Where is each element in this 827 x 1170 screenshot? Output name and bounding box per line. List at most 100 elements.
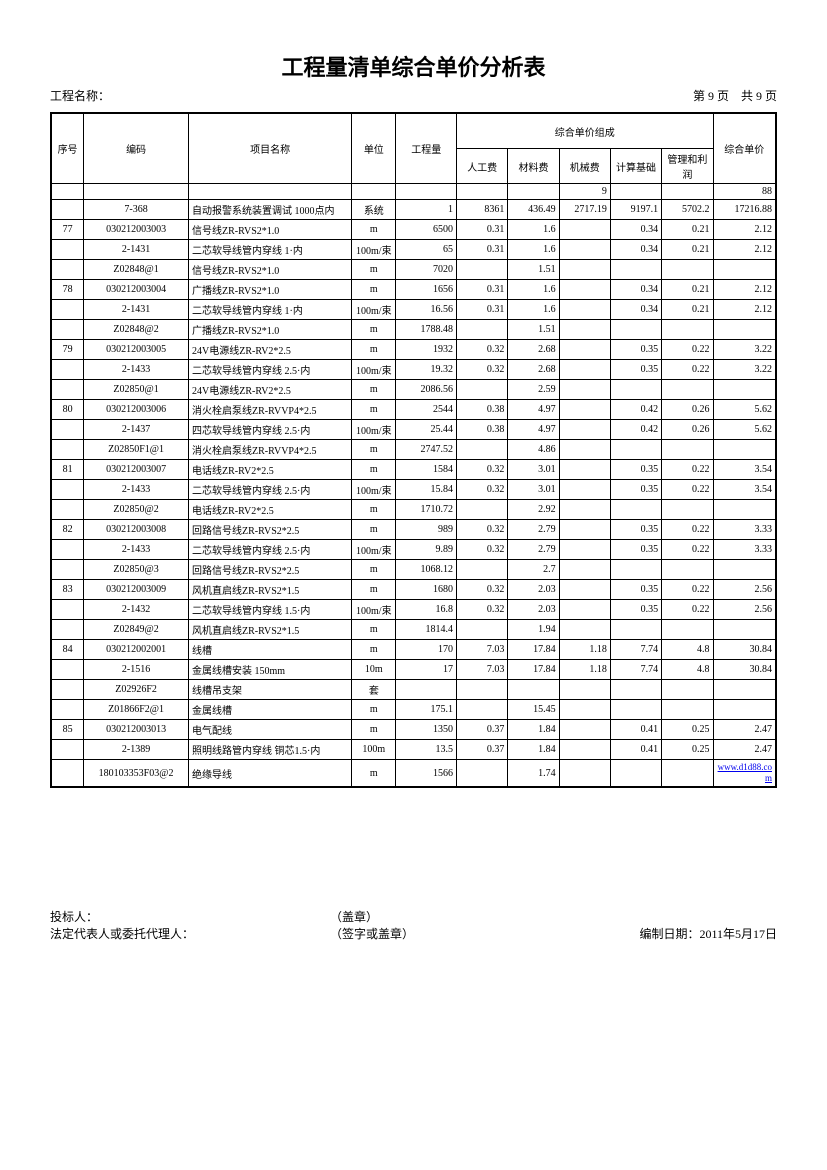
cell: 0.42 (610, 420, 661, 440)
cell: 线槽 (189, 640, 352, 660)
cell: 3.01 (508, 480, 559, 500)
cell: 2.12 (713, 300, 776, 320)
cell: 0.34 (610, 240, 661, 260)
cell (610, 760, 661, 788)
watermark-link[interactable]: www.d1d88.com (718, 762, 772, 783)
cell: 3.22 (713, 360, 776, 380)
cell: 广播线ZR-RVS2*1.0 (189, 280, 352, 300)
cell: 77 (51, 220, 84, 240)
cell: 0.22 (662, 580, 713, 600)
cell: 0.25 (662, 740, 713, 760)
cell (559, 540, 610, 560)
cell: 1350 (396, 720, 457, 740)
cell: 二芯软导线管内穿线 1·内 (189, 240, 352, 260)
cell (713, 560, 776, 580)
cell (559, 760, 610, 788)
cell (51, 360, 84, 380)
th-mgmt: 管理和利润 (662, 149, 713, 184)
cell: 风机直启线ZR-RVS2*1.5 (189, 580, 352, 600)
cell (559, 560, 610, 580)
cell: 17216.88 (713, 200, 776, 220)
cell: 1788.48 (396, 320, 457, 340)
cell (610, 260, 661, 280)
cell: 0.41 (610, 740, 661, 760)
cell: m (352, 760, 396, 788)
cell: 9.89 (396, 540, 457, 560)
cell: 0.37 (457, 720, 508, 740)
cell: 消火栓启泵线ZR-RVVP4*2.5 (189, 400, 352, 420)
cell: 17.84 (508, 660, 559, 680)
cell (713, 440, 776, 460)
main-table: 序号 编码 项目名称 单位 工程量 综合单价组成 综合单价 人工费 材料费 机械… (50, 112, 777, 788)
cell: 4.97 (508, 420, 559, 440)
th-labor: 人工费 (457, 149, 508, 184)
cell: 1.6 (508, 280, 559, 300)
cell: 16.8 (396, 600, 457, 620)
cell: 照明线路管内穿线 铜芯1.5·内 (189, 740, 352, 760)
cell: 0.26 (662, 400, 713, 420)
cell (457, 680, 508, 700)
cell (396, 680, 457, 700)
cell (662, 680, 713, 700)
cell (51, 184, 84, 200)
cell (457, 184, 508, 200)
cell (610, 440, 661, 460)
cell: 0.31 (457, 240, 508, 260)
table-row: Z01866F2@1金属线槽m175.115.45 (51, 700, 776, 720)
table-row: 2-1389照明线路管内穿线 铜芯1.5·内100m13.50.371.840.… (51, 740, 776, 760)
cell: 7-368 (84, 200, 189, 220)
table-row: 988 (51, 184, 776, 200)
cell: 2-1433 (84, 480, 189, 500)
cell: m (352, 520, 396, 540)
cell: 3.01 (508, 460, 559, 480)
cell: 3.22 (713, 340, 776, 360)
footer-date: 编制日期：2011年5月17日 (530, 925, 777, 942)
table-row: Z02850@3回路信号线ZR-RVS2*2.5m1068.122.7 (51, 560, 776, 580)
cell: 二芯软导线管内穿线 2.5·内 (189, 480, 352, 500)
cell: 100m/束 (352, 300, 396, 320)
cell (662, 700, 713, 720)
cell: 1566 (396, 760, 457, 788)
cell (51, 600, 84, 620)
cell (559, 220, 610, 240)
cell: m (352, 220, 396, 240)
cell: 1.94 (508, 620, 559, 640)
cell: 100m/束 (352, 360, 396, 380)
cell: 4.8 (662, 640, 713, 660)
cell: 030212003008 (84, 520, 189, 540)
cell: 5.62 (713, 400, 776, 420)
cell: 0.31 (457, 220, 508, 240)
cell (51, 540, 84, 560)
cell: m (352, 400, 396, 420)
table-row: 82030212003008回路信号线ZR-RVS2*2.5m9890.322.… (51, 520, 776, 540)
cell: 030212003007 (84, 460, 189, 480)
cell: 2.79 (508, 520, 559, 540)
cell (457, 380, 508, 400)
cell: 0.22 (662, 460, 713, 480)
table-row: Z02850F1@1消火栓启泵线ZR-RVVP4*2.5m2747.524.86 (51, 440, 776, 460)
cell: 5.62 (713, 420, 776, 440)
cell (713, 260, 776, 280)
cell: 2.12 (713, 220, 776, 240)
cell: 7.74 (610, 640, 661, 660)
cell: 0.41 (610, 720, 661, 740)
cell: 0.32 (457, 600, 508, 620)
cell: 13.5 (396, 740, 457, 760)
cell (457, 760, 508, 788)
cell: 9 (559, 184, 610, 200)
cell: 7020 (396, 260, 457, 280)
cell (559, 400, 610, 420)
cell: 2.47 (713, 720, 776, 740)
cell: 100m/束 (352, 600, 396, 620)
cell (457, 700, 508, 720)
cell (51, 480, 84, 500)
cell: 1.6 (508, 240, 559, 260)
cell: 0.35 (610, 460, 661, 480)
cell: m (352, 500, 396, 520)
cell: 0.35 (610, 520, 661, 540)
cell: 1.6 (508, 220, 559, 240)
cell: 4.8 (662, 660, 713, 680)
cell (51, 240, 84, 260)
cell: 绝缘导线 (189, 760, 352, 788)
cell: 2-1516 (84, 660, 189, 680)
